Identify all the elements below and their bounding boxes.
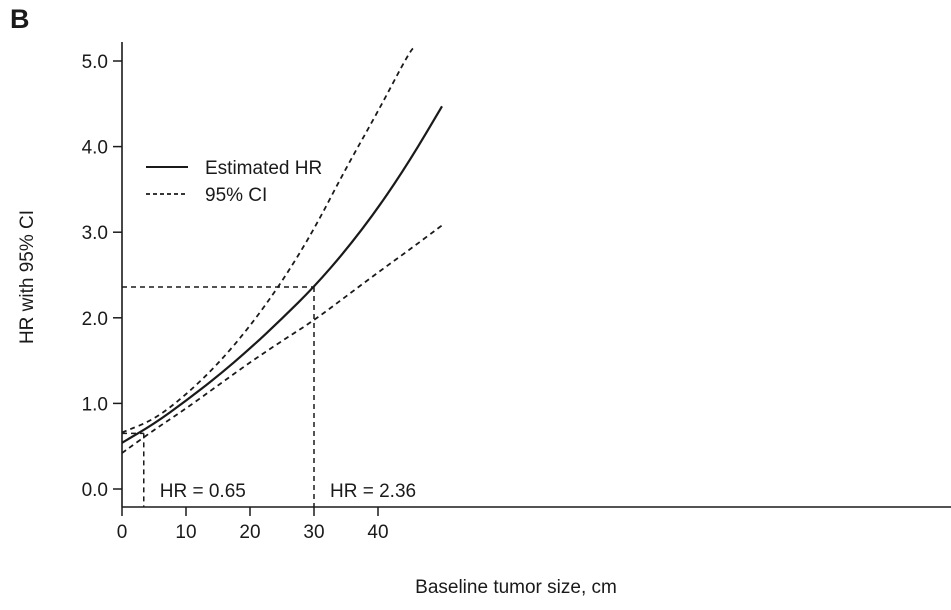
series-lines — [121, 45, 443, 454]
x-tick-label: 10 — [175, 522, 196, 543]
x-tick-label: 40 — [367, 522, 388, 543]
ci-lower-line — [121, 224, 443, 454]
y-tick-label: 4.0 — [82, 138, 108, 159]
estimated-hr-line — [121, 105, 443, 444]
axes: 0 10 20 30 40 0.0 1.0 2.0 3.0 4.0 5.0 — [82, 42, 951, 543]
ci-upper-line — [121, 45, 417, 434]
legend-label: 95% CI — [205, 185, 267, 206]
y-tick-label: 0.0 — [82, 480, 108, 501]
y-tick-label: 1.0 — [82, 394, 108, 415]
x-tick-label: 0 — [117, 522, 128, 543]
legend-label: Estimated HR — [205, 158, 322, 179]
legend: Estimated HR 95% CI — [146, 158, 322, 206]
reference-annotation: HR = 2.36 — [330, 481, 416, 502]
x-axis-title: Baseline tumor size, cm — [415, 577, 617, 598]
y-tick-label: 3.0 — [82, 223, 108, 244]
x-tick-label: 30 — [303, 522, 324, 543]
y-axis-title: HR with 95% CI — [17, 210, 38, 344]
x-tick-label: 20 — [239, 522, 260, 543]
reference-lines: HR = 0.65 HR = 2.36 — [122, 286, 416, 507]
reference-annotation: HR = 0.65 — [160, 481, 246, 502]
y-tick-label: 2.0 — [82, 309, 108, 330]
panel-label: B — [10, 4, 30, 34]
y-tick-label: 5.0 — [82, 52, 108, 73]
